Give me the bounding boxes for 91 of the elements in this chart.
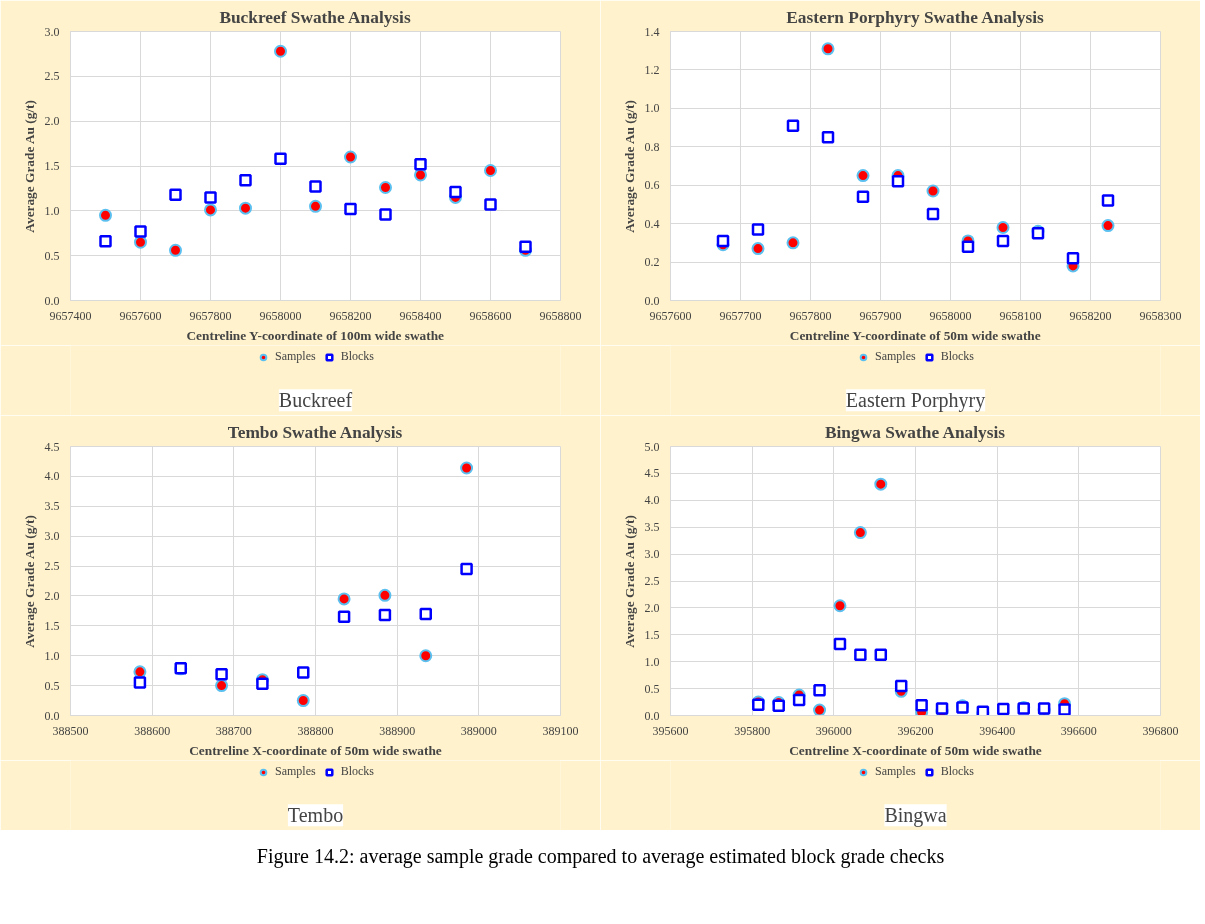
- y-axis-title: Average Grade Au (g/t): [621, 515, 637, 648]
- y-tick-label: 0.2: [644, 255, 660, 270]
- y-axis-title: Average Grade Au (g/t): [621, 100, 637, 233]
- y-tick-label: 2.5: [44, 69, 60, 84]
- y-tick-label: 2.0: [44, 588, 60, 603]
- y-tick-label: 4.0: [44, 469, 60, 484]
- y-axis-title: Average Grade Au (g/t): [21, 100, 37, 233]
- y-tick-label: 1.5: [44, 618, 60, 633]
- x-axis-title: Centreline Y-coordinate of 100m wide swathe: [186, 327, 445, 343]
- x-tick-label: 388500: [52, 723, 89, 738]
- y-tick-label: 0.8: [644, 139, 660, 154]
- caption: Figure 14.2: average sample grade compared to average estimated block grade checks: [256, 844, 945, 868]
- chart-title: Eastern Porphyry Swathe Analysis: [786, 7, 1045, 27]
- x-tick-label: 9658000: [259, 308, 302, 323]
- x-tick-label: 396400: [979, 723, 1016, 738]
- y-tick-label: 1.0: [44, 203, 60, 218]
- x-tick-label: 9657900: [859, 308, 902, 323]
- y-tick-label: 0.5: [44, 248, 60, 263]
- y-tick-label: 0.6: [644, 178, 660, 193]
- x-tick-label: 389100: [542, 723, 579, 738]
- x-tick-label: 9658200: [1069, 308, 1112, 323]
- legend-label: Blocks: [940, 349, 975, 364]
- x-tick-label: 9658300: [1139, 308, 1182, 323]
- chart-title: Tembo Swathe Analysis: [227, 422, 403, 442]
- y-tick-label: 0.0: [44, 708, 60, 723]
- x-tick-label: 388900: [379, 723, 416, 738]
- y-tick-label: 2.0: [44, 114, 60, 129]
- x-axis-title: Centreline Y-coordinate of 50m wide swathe: [789, 327, 1041, 343]
- x-tick-label: 9657700: [719, 308, 762, 323]
- legend-label: Samples: [274, 349, 316, 364]
- y-tick-label: 4.5: [644, 466, 660, 481]
- text: Buckreef: [278, 389, 353, 412]
- y-tick-label: 1.2: [644, 62, 660, 77]
- x-tick-label: 9658600: [469, 308, 512, 323]
- x-tick-label: 9658100: [999, 308, 1042, 323]
- y-tick-label: 2.5: [644, 574, 660, 588]
- y-tick-label: 3.0: [44, 529, 60, 544]
- x-tick-label: 389000: [460, 723, 497, 738]
- y-tick-label: 5.0: [644, 439, 660, 454]
- y-axis-title: Average Grade Au (g/t): [21, 515, 37, 648]
- y-tick-label: 2.0: [644, 600, 660, 615]
- y-tick-label: 0.5: [644, 681, 660, 696]
- x-tick-label: 395600: [652, 723, 689, 738]
- legend-label: Blocks: [340, 764, 375, 779]
- y-tick-label: 0.0: [644, 708, 660, 723]
- x-axis-title: Centreline X-coordinate of 50m wide swathe: [789, 742, 1042, 758]
- x-tick-label: 9658400: [399, 308, 442, 323]
- x-tick-label: 396800: [1142, 723, 1179, 738]
- y-tick-label: 4.0: [644, 493, 660, 508]
- x-tick-label: 396000: [815, 723, 852, 738]
- y-tick-label: 1.5: [44, 159, 60, 173]
- x-tick-label: 9657400: [49, 308, 92, 323]
- y-tick-label: 1.5: [644, 627, 660, 642]
- y-tick-label: 1.4: [644, 24, 660, 39]
- y-tick-label: 3.0: [644, 547, 660, 562]
- text: Eastern Porphyry: [845, 389, 986, 413]
- x-tick-label: 388700: [215, 723, 252, 738]
- x-tick-label: 9658800: [539, 308, 582, 323]
- chart-title: Bingwa Swathe Analysis: [824, 422, 1006, 442]
- y-tick-label: 2.5: [44, 559, 60, 574]
- x-tick-label: 396200: [897, 723, 934, 738]
- x-tick-label: 388800: [297, 723, 334, 738]
- y-tick-label: 0.5: [44, 678, 60, 693]
- y-tick-label: 0.0: [44, 293, 60, 308]
- x-axis-title: Centreline X-coordinate of 50m wide swathe: [189, 742, 442, 758]
- legend-label: Samples: [274, 764, 316, 779]
- y-tick-label: 1.0: [644, 654, 660, 669]
- x-tick-label: 9657800: [189, 308, 232, 323]
- y-tick-label: 4.5: [44, 439, 60, 454]
- chart-title: Buckreef Swathe Analysis: [219, 7, 411, 27]
- y-tick-label: 1.0: [44, 648, 60, 663]
- x-tick-label: 9657600: [119, 308, 162, 323]
- text: Tembo: [287, 804, 344, 827]
- legend-label: Samples: [874, 764, 916, 779]
- y-tick-label: 3.5: [644, 520, 660, 535]
- x-tick-label: 395800: [734, 723, 771, 738]
- y-tick-label: 3.0: [44, 24, 60, 39]
- x-tick-label: 9658200: [329, 308, 372, 323]
- y-tick-label: 1.0: [644, 101, 660, 116]
- x-tick-label: 9657600: [649, 308, 692, 323]
- x-tick-label: 9658000: [929, 308, 972, 323]
- legend-label: Blocks: [340, 349, 375, 364]
- y-tick-label: 0.4: [644, 216, 660, 231]
- x-tick-label: 388600: [134, 723, 171, 738]
- x-tick-label: 9657800: [789, 308, 832, 323]
- y-tick-label: 3.5: [44, 499, 60, 514]
- y-tick-label: 0.0: [644, 293, 660, 308]
- legend-label: Blocks: [940, 764, 975, 779]
- text: Bingwa: [884, 804, 947, 828]
- legend-label: Samples: [874, 349, 916, 364]
- x-tick-label: 396600: [1060, 723, 1097, 738]
